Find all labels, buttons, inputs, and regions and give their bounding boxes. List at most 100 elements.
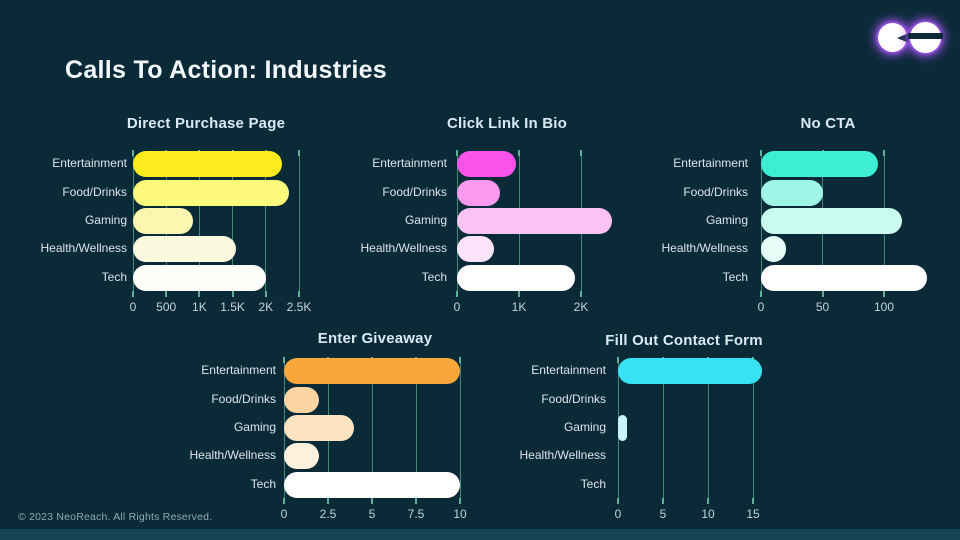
axis-tick — [707, 498, 709, 504]
bar-entertainment — [133, 151, 283, 178]
bar-food-drinks — [457, 179, 501, 206]
gridline — [707, 357, 709, 499]
bar-entertainment — [457, 151, 516, 178]
category-label-entertainment: Entertainment — [201, 363, 276, 378]
axis-tick — [371, 498, 373, 504]
bar-food-drinks — [284, 386, 320, 413]
bar-entertainment — [618, 358, 762, 385]
bar-gaming — [457, 208, 612, 234]
category-label-gaming: Gaming — [705, 213, 748, 227]
axis-tick — [283, 498, 285, 504]
axis-tick — [580, 291, 582, 297]
axis-tick-label: 1.5K — [220, 300, 245, 314]
axis-tick — [821, 291, 824, 297]
axis-tick — [760, 150, 762, 156]
axis-tick-label: 2.5 — [319, 507, 337, 521]
bar-entertainment — [284, 358, 460, 385]
axis-tick-label: 1K — [511, 300, 527, 314]
axis-tick — [617, 357, 619, 363]
gridline — [232, 150, 234, 292]
category-label-health-wellness: Health/Wellness — [360, 241, 447, 256]
axis-tick-label: 1K — [192, 300, 207, 314]
neoreach-logo — [878, 21, 944, 54]
bar-gaming — [618, 415, 627, 441]
bar-tech — [133, 264, 266, 291]
category-label-entertainment: Entertainment — [531, 363, 606, 378]
category-label-food-drinks: Food/Drinks — [541, 391, 606, 406]
category-label-health-wellness: Health/Wellness — [189, 448, 276, 463]
axis-tick — [518, 291, 520, 297]
category-label-tech: Tech — [101, 269, 127, 284]
axis-tick — [132, 150, 134, 156]
gridline — [459, 357, 461, 499]
axis-tick-label: 15 — [746, 507, 760, 521]
category-label-tech: Tech — [722, 269, 748, 284]
bar-health-wellness — [457, 236, 495, 263]
axis-tick — [132, 291, 134, 297]
category-label-gaming: Gaming — [404, 213, 447, 227]
category-label-tech: Tech — [421, 269, 447, 284]
axis-tick — [327, 498, 329, 504]
axis-tick-label: 500 — [156, 300, 177, 314]
category-label-health-wellness: Health/Wellness — [40, 241, 127, 256]
axis-tick — [662, 498, 664, 504]
gridline — [265, 150, 267, 292]
bar-tech — [284, 471, 460, 498]
bar-gaming — [133, 208, 193, 234]
axis-tick — [459, 357, 461, 363]
category-label-health-wellness: Health/Wellness — [661, 241, 748, 256]
axis-tick — [298, 291, 300, 297]
axis-tick — [580, 150, 582, 156]
bar-tech — [761, 264, 928, 291]
category-label-entertainment: Entertainment — [52, 156, 127, 171]
axis-tick — [456, 150, 458, 156]
chart-title: Direct Purchase Page — [126, 115, 286, 132]
bar-food-drinks — [133, 179, 290, 206]
axis-tick — [456, 291, 458, 297]
category-label-gaming: Gaming — [563, 420, 606, 434]
category-label-health-wellness: Health/Wellness — [519, 448, 606, 463]
axis-tick-label: 0 — [453, 300, 461, 314]
axis-tick-label: 100 — [873, 300, 895, 314]
axis-tick — [198, 291, 201, 297]
bar-health-wellness — [761, 236, 786, 263]
axis-tick — [298, 150, 300, 156]
category-label-gaming: Gaming — [233, 420, 276, 434]
axis-tick — [883, 291, 885, 297]
page-title: Calls To Action: Industries — [65, 56, 388, 84]
bar-gaming — [284, 415, 355, 441]
bar-tech — [457, 264, 575, 291]
axis-tick — [883, 150, 885, 156]
copyright-text: © 2023 NeoReach. All Rights Reserved. — [18, 511, 213, 523]
axis-tick — [760, 291, 762, 297]
axis-tick-label: 2K — [573, 300, 589, 314]
axis-tick-label: 10 — [701, 507, 715, 521]
bar-entertainment — [761, 151, 878, 178]
axis-tick-label: 0 — [129, 300, 137, 314]
category-label-food-drinks: Food/Drinks — [683, 184, 748, 199]
category-label-food-drinks: Food/Drinks — [62, 184, 127, 199]
logo-slotted-circle-icon — [908, 22, 943, 53]
gridline — [662, 357, 664, 499]
bar-health-wellness — [284, 443, 320, 470]
category-label-food-drinks: Food/Drinks — [211, 391, 276, 406]
axis-tick — [264, 291, 267, 297]
axis-tick-label: 0 — [280, 507, 288, 521]
bar-gaming — [761, 208, 903, 234]
axis-tick-label: 50 — [815, 300, 830, 314]
axis-tick — [415, 498, 417, 504]
axis-tick-label: 5 — [659, 507, 667, 521]
category-label-entertainment: Entertainment — [372, 156, 447, 171]
chart-title: Click Link In Bio — [446, 115, 568, 132]
gridline — [198, 150, 200, 292]
axis-tick — [752, 498, 754, 504]
axis-tick-label: 2.5K — [286, 300, 312, 314]
axis-tick — [231, 291, 234, 297]
gridline — [415, 357, 417, 499]
axis-tick-label: 10 — [453, 507, 467, 521]
axis-tick-label: 5 — [368, 507, 376, 521]
bar-health-wellness — [133, 236, 236, 263]
chart-title: Enter Giveaway — [317, 330, 433, 347]
category-label-tech: Tech — [580, 476, 606, 491]
